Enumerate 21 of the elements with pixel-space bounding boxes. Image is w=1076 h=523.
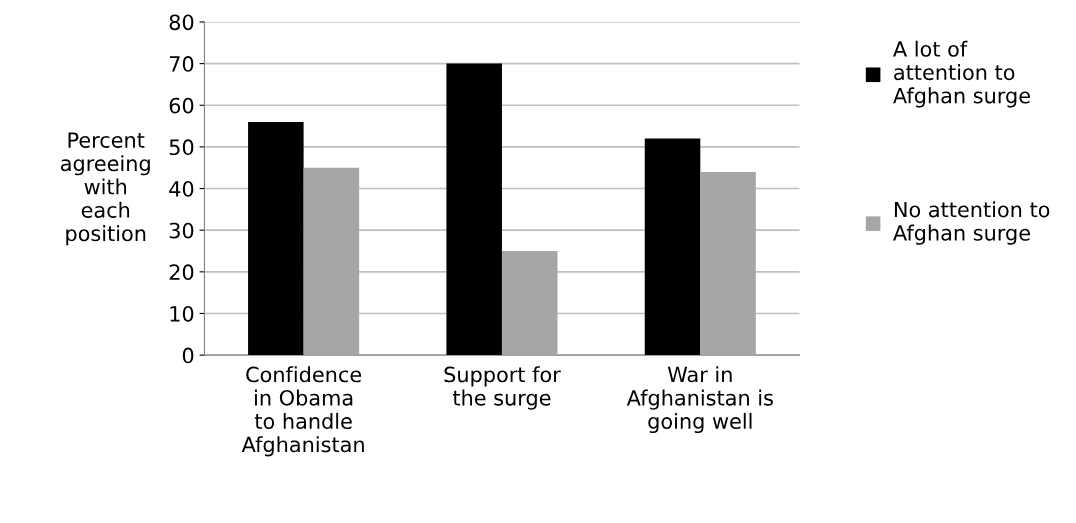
y-tick-label: 0: [182, 347, 194, 364]
y-tick-label: 50: [169, 139, 194, 156]
x-tick-label: Confidence in Obama to handle Afghanistan: [241, 366, 364, 457]
y-tick-label: 30: [169, 222, 194, 239]
y-axis-title: Percent agreeing with each position: [60, 132, 150, 246]
y-tick-label: 40: [169, 180, 194, 197]
y-tick-label: 10: [170, 305, 194, 322]
bar: [446, 63, 502, 356]
y-tick-label: 80: [169, 14, 194, 31]
bar: [644, 138, 701, 356]
bar: [700, 171, 756, 356]
y-tick-label: 60: [169, 97, 194, 114]
bar: [501, 251, 558, 356]
x-tick-label: Support for the surge: [444, 366, 561, 410]
y-tick-label: 20: [169, 264, 194, 281]
legend-label: A lot of attention to Afghan surge: [893, 40, 1030, 108]
x-tick-label: War in Afghanistan is going well: [626, 366, 773, 434]
legend-label: No attention to Afghan surge: [893, 201, 1050, 245]
y-tick-label: 70: [169, 56, 194, 72]
bar: [303, 167, 360, 356]
bar: [248, 121, 304, 356]
